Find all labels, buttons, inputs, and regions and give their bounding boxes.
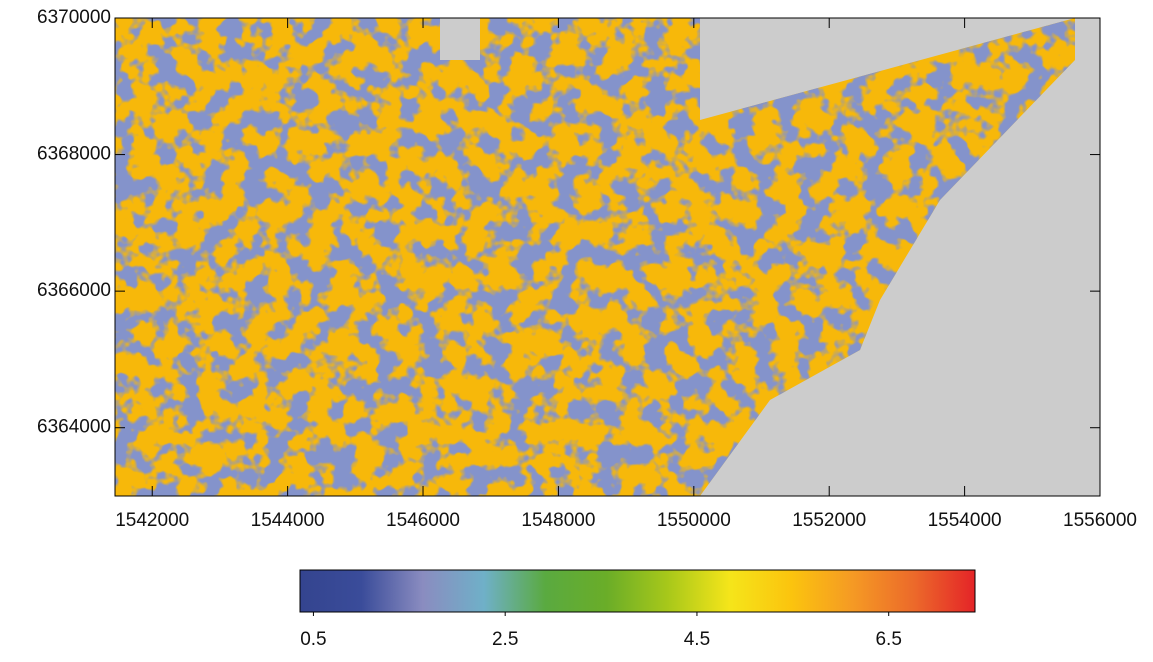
x-tick-label: 1544000 [251,510,325,531]
colorbar-tick-label: 6.5 [875,629,901,650]
x-tick-label: 1542000 [115,510,189,531]
y-tick-label: 6370000 [37,7,111,28]
y-tick-label: 6366000 [37,280,111,301]
colorbar-tick-label: 2.5 [492,629,518,650]
x-tick-label: 1556000 [1063,510,1137,531]
x-tick-label: 1554000 [928,510,1002,531]
colorbar-tick-label: 0.5 [300,629,326,650]
colorbar [300,570,975,612]
colorbar-tick-label: 4.5 [684,629,710,650]
page: 1542000 1544000 1546000 1548000 1550000 15520… [0,0,1153,662]
y-tick-label: 6364000 [37,417,111,438]
x-tick-label: 1550000 [657,510,731,531]
x-tick-label: 1546000 [386,510,460,531]
x-tick-label: 1552000 [792,510,866,531]
x-tick-label: 1548000 [521,510,595,531]
map-figure: 1542000 1544000 1546000 1548000 1550000 15520… [0,0,1153,657]
y-tick-label: 6368000 [37,144,111,165]
